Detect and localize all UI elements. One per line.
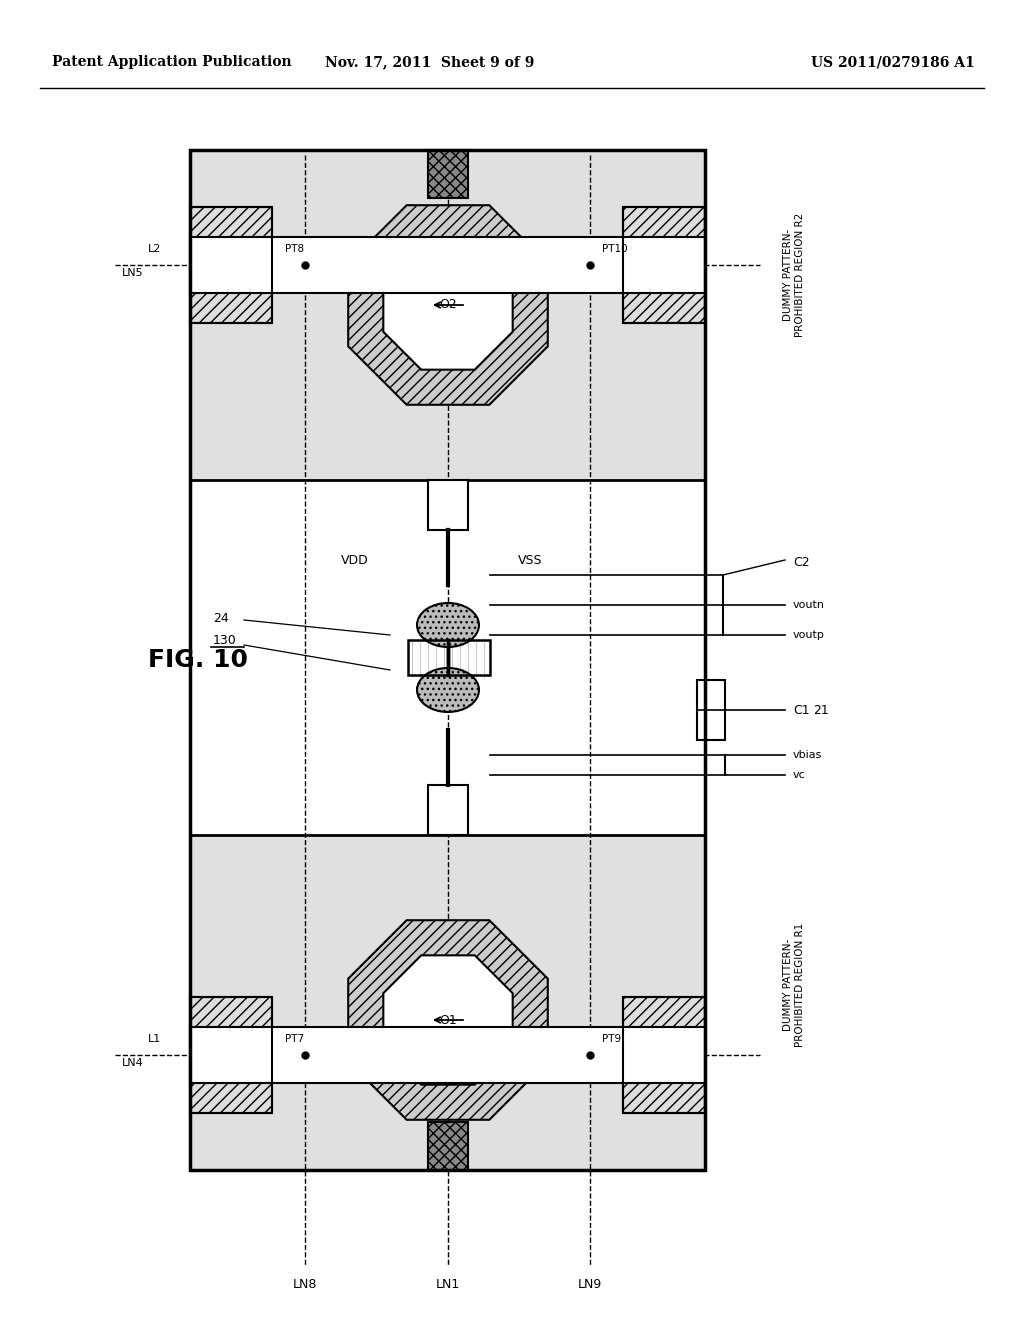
Text: 21: 21: [813, 704, 828, 717]
Text: O1: O1: [439, 1014, 457, 1027]
Text: PT8: PT8: [285, 244, 304, 253]
Bar: [623, 997, 705, 1113]
Text: vc: vc: [793, 770, 806, 780]
Text: Nov. 17, 2011  Sheet 9 of 9: Nov. 17, 2011 Sheet 9 of 9: [326, 55, 535, 69]
Text: C1: C1: [793, 704, 810, 717]
Bar: [190, 480, 705, 836]
Bar: [623, 207, 705, 323]
Text: L2: L2: [148, 244, 162, 253]
Bar: [428, 150, 468, 198]
Bar: [190, 150, 705, 480]
Bar: [408, 640, 490, 675]
Bar: [190, 207, 272, 323]
Bar: [190, 238, 705, 293]
Text: 130: 130: [213, 634, 237, 647]
Text: LN8: LN8: [293, 1279, 317, 1291]
Polygon shape: [383, 956, 513, 1085]
Text: voutn: voutn: [793, 601, 825, 610]
Text: 24: 24: [213, 611, 228, 624]
Bar: [190, 997, 272, 1113]
Text: DUMMY PATTERN-
PROHIBITED REGION R1: DUMMY PATTERN- PROHIBITED REGION R1: [783, 923, 805, 1047]
Text: LN1: LN1: [436, 1279, 460, 1291]
Bar: [190, 150, 705, 1170]
Polygon shape: [348, 920, 548, 1119]
Text: LN5: LN5: [122, 268, 143, 279]
Polygon shape: [383, 240, 513, 370]
Text: O2: O2: [439, 298, 457, 312]
Text: PT9: PT9: [602, 1034, 622, 1044]
Ellipse shape: [417, 603, 479, 647]
Bar: [623, 997, 705, 1113]
Bar: [697, 680, 725, 741]
Text: LN4: LN4: [122, 1059, 143, 1068]
Ellipse shape: [417, 668, 479, 711]
Text: vbias: vbias: [793, 750, 822, 760]
Text: LN9: LN9: [578, 1279, 602, 1291]
Text: PT10: PT10: [602, 244, 628, 253]
Bar: [623, 207, 705, 323]
Text: VDD: VDD: [341, 553, 369, 566]
Bar: [190, 997, 272, 1113]
Bar: [190, 207, 272, 323]
Text: C2: C2: [793, 557, 810, 569]
Polygon shape: [348, 205, 548, 405]
Bar: [190, 150, 705, 1170]
Text: PT7: PT7: [285, 1034, 304, 1044]
Bar: [428, 785, 468, 836]
Bar: [428, 480, 468, 531]
Bar: [190, 1027, 705, 1082]
Text: DUMMY PATTERN-
PROHIBITED REGION R2: DUMMY PATTERN- PROHIBITED REGION R2: [783, 213, 805, 337]
Bar: [190, 836, 705, 1170]
Bar: [428, 1122, 468, 1170]
Text: FIG. 10: FIG. 10: [148, 648, 248, 672]
Text: VSS: VSS: [518, 553, 543, 566]
Text: Patent Application Publication: Patent Application Publication: [52, 55, 292, 69]
Text: US 2011/0279186 A1: US 2011/0279186 A1: [811, 55, 975, 69]
Bar: [408, 640, 490, 675]
Text: L1: L1: [148, 1034, 161, 1044]
Text: voutp: voutp: [793, 630, 825, 640]
